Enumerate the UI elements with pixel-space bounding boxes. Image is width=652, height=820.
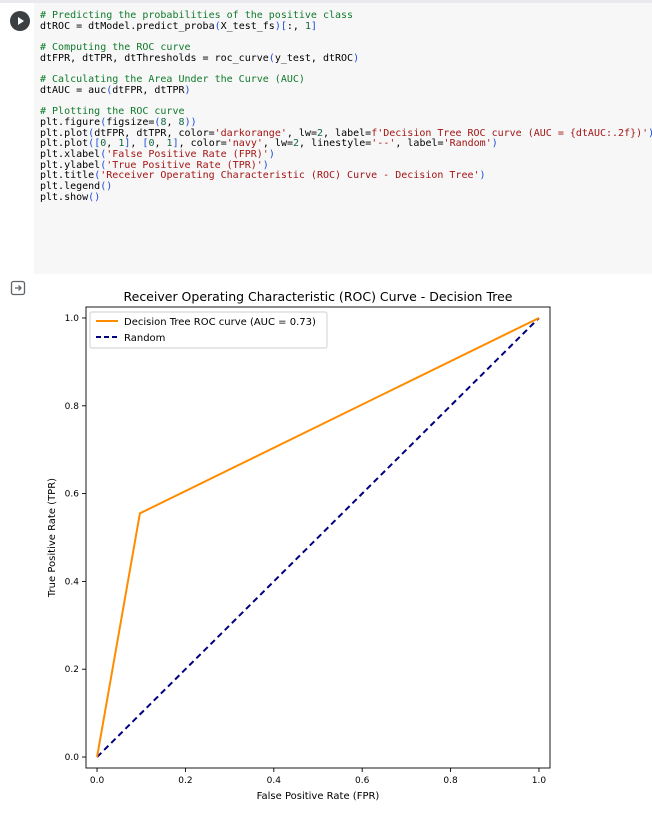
x-tick-label: 0.8 [443, 776, 458, 786]
code-line[interactable]: # Computing the ROC curve [40, 42, 191, 54]
code-line[interactable]: plt.plot([0, 1], [0, 1], color='navy', l… [40, 138, 498, 150]
play-icon [18, 17, 24, 25]
y-tick-label: 0.2 [65, 665, 79, 675]
x-tick-label: 0.4 [267, 776, 282, 786]
code-line[interactable]: dtFPR, dtTPR, dtThresholds = roc_curve(y… [40, 52, 360, 64]
chart-title: Receiver Operating Characteristic (ROC) … [124, 289, 513, 304]
code-editor[interactable]: # Predicting the probabilities of the po… [34, 3, 652, 274]
cell-output: Receiver Operating Characteristic (ROC) … [0, 274, 652, 816]
y-axis: 0.0 0.2 0.4 0.6 0.8 1.0 [65, 314, 86, 763]
plot-area [85, 306, 551, 769]
output-toggle-icon[interactable] [10, 280, 26, 296]
code-line[interactable]: plt.xlabel('False Positive Rate (FPR)') [40, 148, 275, 160]
series-line-random [96, 317, 540, 758]
roc-chart: Receiver Operating Characteristic (ROC) … [47, 289, 551, 802]
y-tick-label: 0.4 [65, 577, 80, 587]
code-line[interactable]: plt.title('Receiver Operating Characteri… [40, 170, 486, 182]
code-line[interactable]: dtROC = dtModel.predict_proba(X_test_fs)… [40, 20, 318, 32]
code-line[interactable]: # Plotting the ROC curve [40, 106, 185, 118]
y-tick-label: 0.6 [65, 490, 80, 500]
code-cell[interactable]: # Predicting the probabilities of the po… [0, 3, 652, 274]
x-axis: 0.0 0.2 0.4 0.6 0.8 1.0 [90, 768, 546, 786]
legend: Decision Tree ROC curve (AUC = 0.73) Ran… [89, 311, 328, 349]
x-tick-label: 0.6 [355, 776, 370, 786]
code-line[interactable]: plt.plot(dtFPR, dtTPR, color='darkorange… [40, 127, 652, 139]
code-line[interactable]: plt.ylabel('True Positive Rate (TPR)') [40, 159, 269, 171]
legend-label-roc: Decision Tree ROC curve (AUC = 0.73) [124, 317, 316, 328]
legend-label-random: Random [124, 333, 165, 344]
legend-box [89, 311, 328, 349]
x-tick-label: 0.0 [90, 776, 105, 786]
y-axis-label: True Positive Rate (TPR) [47, 478, 58, 598]
y-tick-label: 0.0 [65, 753, 80, 763]
cell-top-divider [0, 0, 652, 3]
code-line[interactable]: # Predicting the probabilities of the po… [40, 10, 354, 21]
code-line[interactable]: plt.figure(figsize=(8, 8)) [40, 116, 197, 128]
x-tick-label: 0.2 [178, 776, 192, 786]
code-lines[interactable]: # Predicting the probabilities of the po… [40, 10, 652, 203]
x-tick-label: 1.0 [532, 776, 547, 786]
y-tick-label: 1.0 [65, 314, 80, 324]
run-cell-button[interactable] [10, 11, 30, 31]
code-line[interactable]: plt.legend() [40, 181, 113, 192]
series-line-roc [96, 317, 540, 758]
y-tick-label: 0.8 [65, 402, 80, 412]
code-line[interactable]: dtAUC = auc(dtFPR, dtTPR) [40, 84, 191, 96]
code-line[interactable]: # Calculating the Area Under the Curve (… [40, 74, 305, 86]
x-axis-label: False Positive Rate (FPR) [257, 791, 380, 802]
series-layer [96, 317, 540, 758]
code-line[interactable]: plt.show() [40, 191, 101, 203]
